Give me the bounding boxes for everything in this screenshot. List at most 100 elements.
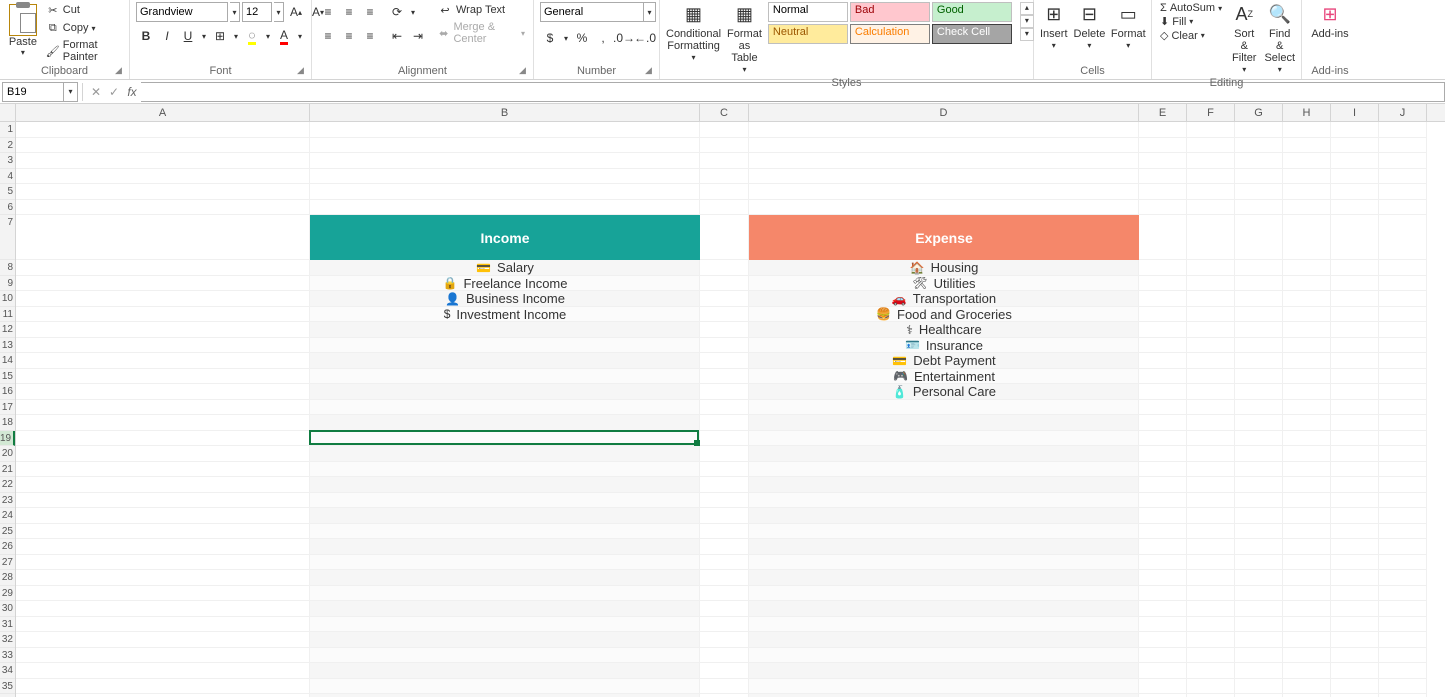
column-header-G[interactable]: G [1235, 104, 1283, 121]
row-header-3[interactable]: 3 [0, 153, 15, 169]
column-header-D[interactable]: D [749, 104, 1139, 121]
income-item[interactable]: 💳Salary [310, 260, 700, 276]
gallery-more[interactable]: ▾ [1020, 28, 1034, 41]
delete-cells-button[interactable]: ⊟ Delete▾ [1074, 2, 1106, 52]
insert-function-button[interactable]: fx [123, 85, 141, 99]
align-middle-button[interactable]: ≡ [339, 2, 359, 22]
percent-button[interactable]: % [572, 28, 592, 48]
row-header-35[interactable]: 35 [0, 679, 15, 695]
orientation-dropdown[interactable]: ▾ [408, 2, 418, 22]
row-header-8[interactable]: 8 [0, 260, 15, 276]
insert-cells-button[interactable]: ⊞ Insert▾ [1040, 2, 1068, 52]
column-header-J[interactable]: J [1379, 104, 1427, 121]
format-cells-button[interactable]: ▭ Format▾ [1111, 2, 1145, 52]
align-left-button[interactable]: ≡ [318, 26, 338, 46]
row-header-6[interactable]: 6 [0, 200, 15, 216]
column-header-I[interactable]: I [1331, 104, 1379, 121]
underline-dropdown[interactable]: ▾ [199, 26, 209, 46]
row-header-25[interactable]: 25 [0, 524, 15, 540]
border-button[interactable]: ⊞ [210, 26, 230, 46]
italic-button[interactable]: I [157, 26, 177, 46]
format-painter-button[interactable]: 🖌 Format Painter [44, 38, 123, 64]
format-as-table-button[interactable]: ▦ Format as Table▾ [727, 2, 762, 76]
underline-button[interactable]: U [178, 26, 198, 46]
column-header-C[interactable]: C [700, 104, 749, 121]
row-header-21[interactable]: 21 [0, 462, 15, 478]
row-header-31[interactable]: 31 [0, 617, 15, 633]
row-header-24[interactable]: 24 [0, 508, 15, 524]
column-header-H[interactable]: H [1283, 104, 1331, 121]
cells-area[interactable]: Income💳Salary🔒Freelance Income👤Business … [16, 122, 1445, 697]
row-header-26[interactable]: 26 [0, 539, 15, 555]
cancel-formula-button[interactable]: ✕ [87, 85, 105, 99]
font-name-dropdown[interactable]: ▾ [230, 2, 240, 22]
style-cell-bad[interactable]: Bad [850, 2, 930, 22]
row-header-12[interactable]: 12 [0, 322, 15, 338]
addins-button[interactable]: ⊞ Add-ins [1308, 2, 1352, 40]
bold-button[interactable]: B [136, 26, 156, 46]
row-header-4[interactable]: 4 [0, 169, 15, 185]
row-header-10[interactable]: 10 [0, 291, 15, 307]
clear-button[interactable]: ◇Clear▾ [1158, 29, 1224, 42]
row-header-13[interactable]: 13 [0, 338, 15, 354]
number-format-dropdown[interactable]: ▾ [644, 2, 656, 22]
column-header-F[interactable]: F [1187, 104, 1235, 121]
row-header-20[interactable]: 20 [0, 446, 15, 462]
accounting-dropdown[interactable]: ▾ [561, 28, 571, 48]
number-dialog-launcher[interactable]: ◢ [645, 65, 657, 77]
accounting-format-button[interactable]: $ [540, 28, 560, 48]
autosum-button[interactable]: ΣAutoSum▾ [1158, 2, 1224, 14]
find-select-button[interactable]: 🔍 Find & Select▾ [1264, 2, 1295, 76]
cell-styles-gallery[interactable]: NormalBadGoodNeutralCalculationCheck Cel… [768, 2, 1012, 44]
style-cell-neutral[interactable]: Neutral [768, 24, 848, 44]
expense-item[interactable]: 🛠Utilities [749, 276, 1139, 292]
font-color-dropdown[interactable]: ▾ [295, 26, 305, 46]
column-header-E[interactable]: E [1139, 104, 1187, 121]
align-center-button[interactable]: ≡ [339, 26, 359, 46]
enter-formula-button[interactable]: ✓ [105, 85, 123, 99]
expense-item[interactable]: 🏠Housing [749, 260, 1139, 276]
column-header-B[interactable]: B [310, 104, 700, 121]
column-header-A[interactable]: A [16, 104, 310, 121]
row-header-18[interactable]: 18 [0, 415, 15, 431]
row-header-19[interactable]: 19 [0, 431, 15, 447]
gallery-scroll-down[interactable]: ▾ [1020, 15, 1034, 28]
expense-item[interactable]: 🪪Insurance [749, 338, 1139, 354]
clipboard-dialog-launcher[interactable]: ◢ [115, 65, 127, 77]
row-header-15[interactable]: 15 [0, 369, 15, 385]
expense-item[interactable]: 🎮Entertainment [749, 369, 1139, 385]
gallery-scroll-up[interactable]: ▴ [1020, 2, 1034, 15]
border-dropdown[interactable]: ▾ [231, 26, 241, 46]
conditional-formatting-button[interactable]: ▦ Conditional Formatting▾ [666, 2, 721, 64]
font-name-input[interactable] [136, 2, 228, 22]
row-header-30[interactable]: 30 [0, 601, 15, 617]
increase-font-button[interactable]: A▴ [286, 2, 306, 22]
merge-center-button[interactable]: ⬌ Merge & Center ▾ [436, 20, 527, 46]
orientation-button[interactable]: ⟳ [387, 2, 407, 22]
row-header-22[interactable]: 22 [0, 477, 15, 493]
row-header-32[interactable]: 32 [0, 632, 15, 648]
decrease-decimal-button[interactable]: ←.0 [635, 28, 655, 48]
font-color-button[interactable]: A [274, 26, 294, 46]
align-top-button[interactable]: ≡ [318, 2, 338, 22]
copy-button[interactable]: ⧉ Copy ▾ [44, 20, 123, 36]
decrease-indent-button[interactable]: ⇤ [387, 26, 407, 46]
income-item[interactable]: 👤Business Income [310, 291, 700, 307]
cut-button[interactable]: ✂ Cut [44, 2, 123, 18]
name-box-dropdown[interactable]: ▾ [64, 82, 78, 102]
align-bottom-button[interactable]: ≡ [360, 2, 380, 22]
style-cell-check-cell[interactable]: Check Cell [932, 24, 1012, 44]
expense-item[interactable]: 🍔Food and Groceries [749, 307, 1139, 323]
row-header-2[interactable]: 2 [0, 138, 15, 154]
style-cell-normal[interactable]: Normal [768, 2, 848, 22]
row-header-5[interactable]: 5 [0, 184, 15, 200]
fill-color-button[interactable]: ◌ [242, 26, 262, 46]
row-header-16[interactable]: 16 [0, 384, 15, 400]
row-header-14[interactable]: 14 [0, 353, 15, 369]
font-size-input[interactable] [242, 2, 272, 22]
row-header-17[interactable]: 17 [0, 400, 15, 416]
font-dialog-launcher[interactable]: ◢ [297, 65, 309, 77]
wrap-text-button[interactable]: ↩ Wrap Text [436, 2, 527, 18]
align-right-button[interactable]: ≡ [360, 26, 380, 46]
row-header-1[interactable]: 1 [0, 122, 15, 138]
